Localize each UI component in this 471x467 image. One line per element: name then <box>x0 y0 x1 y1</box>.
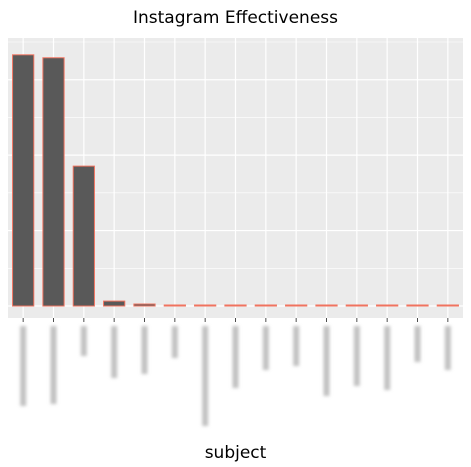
bar-5 <box>133 303 156 307</box>
x-tick-label-15 <box>444 326 451 370</box>
bar-6 <box>163 304 186 307</box>
x-tick-label-10 <box>293 326 300 366</box>
x-tick-label-13 <box>384 326 391 390</box>
bar-15 <box>436 304 459 307</box>
bar-1 <box>12 54 35 307</box>
chart-title: Instagram Effectiveness <box>132 8 338 28</box>
bar-12 <box>345 304 368 307</box>
bar-7 <box>194 304 217 307</box>
x-axis-title: subject <box>204 443 267 463</box>
bar-8 <box>224 304 247 307</box>
x-tick-label-1 <box>20 326 27 406</box>
x-tick-label-4 <box>111 326 118 378</box>
x-tick-marks <box>22 318 449 322</box>
bar-3 <box>72 165 95 307</box>
bar-4 <box>103 300 126 307</box>
x-tick-label-6 <box>171 326 178 358</box>
x-tick-labels <box>20 326 451 426</box>
x-tick-label-14 <box>414 326 421 362</box>
bar-13 <box>376 304 399 307</box>
x-tick-label-9 <box>262 326 269 370</box>
bar-10 <box>285 304 308 307</box>
x-tick-label-2 <box>50 326 57 404</box>
bar-11 <box>315 304 338 307</box>
bars <box>12 54 459 307</box>
x-tick-label-11 <box>323 326 330 396</box>
x-tick-label-5 <box>141 326 148 374</box>
x-tick-label-3 <box>80 326 87 356</box>
x-tick-label-12 <box>353 326 360 386</box>
x-tick-label-7 <box>202 326 209 426</box>
bar-9 <box>254 304 277 307</box>
bar-2 <box>42 57 65 307</box>
bar-14 <box>406 304 429 307</box>
x-tick-label-8 <box>232 326 239 388</box>
